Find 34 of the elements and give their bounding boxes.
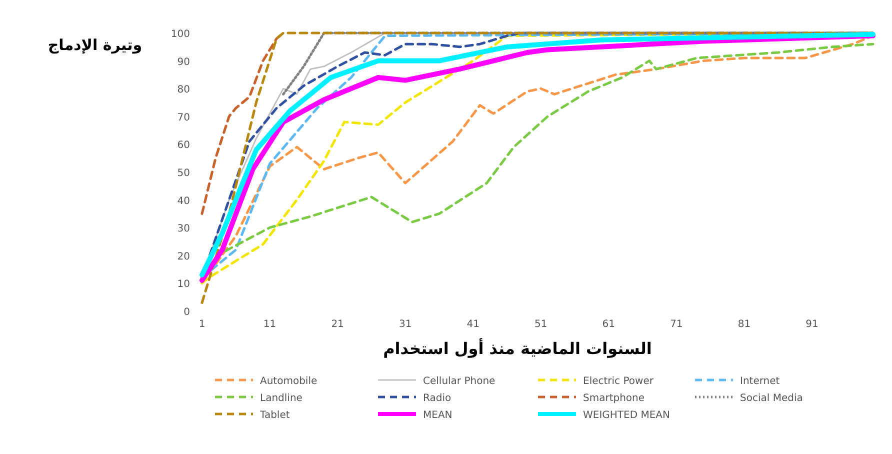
y-tick-label: 60 (177, 140, 190, 152)
legend-label: Cellular Phone (423, 376, 496, 387)
y-tick-label: 10 (177, 279, 190, 290)
x-axis-title: السنوات الماضية منذ أول استخدام (383, 338, 652, 358)
legend-label: MEAN (423, 410, 452, 421)
y-tick-label: 40 (177, 196, 190, 207)
x-tick-label: 41 (466, 319, 480, 330)
x-tick-label: 91 (806, 319, 818, 330)
legend-label: Smartphone (583, 393, 645, 404)
y-tick-label: 30 (177, 224, 190, 235)
y-tick-label: 20 (177, 251, 190, 262)
legend-label: Electric Power (583, 376, 654, 387)
legend-label: WEIGHTED MEAN (583, 410, 670, 421)
legend-label: Internet (740, 376, 780, 387)
x-tick-label: 81 (738, 319, 751, 330)
x-tick-label: 31 (398, 319, 412, 330)
legend-label: Automobile (260, 376, 318, 387)
x-tick-label: 61 (602, 319, 616, 330)
y-tick-label: 0 (184, 307, 190, 318)
x-tick-label: 1 (198, 319, 206, 330)
x-tick-label: 71 (670, 319, 683, 330)
y-tick-label: 70 (177, 112, 190, 124)
x-tick-label: 21 (331, 319, 344, 330)
x-tick-label: 11 (263, 319, 276, 330)
y-tick-label: 100 (170, 29, 190, 40)
x-tick-label: 51 (534, 319, 548, 330)
legend-label: Tablet (259, 410, 290, 421)
y-tick-label: 80 (177, 84, 190, 96)
legend-label: Landline (260, 393, 302, 404)
y-axis-title: وتيرة الإدماج (48, 36, 142, 54)
y-tick-label: 90 (177, 56, 190, 68)
legend-label: Social Media (740, 393, 803, 404)
y-tick-label: 50 (177, 168, 190, 179)
legend-label: Radio (423, 393, 452, 404)
